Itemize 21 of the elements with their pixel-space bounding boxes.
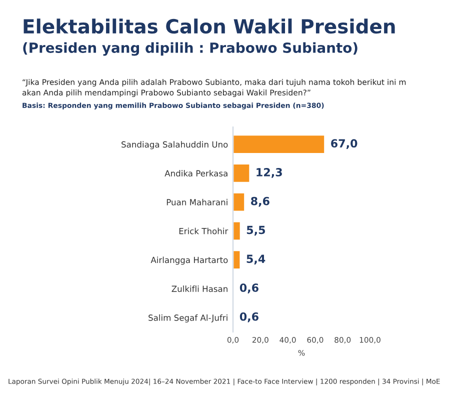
y-tick-label: Puan Maharani [166, 198, 228, 206]
data-label: 5,5 [246, 226, 265, 236]
bar [233, 220, 242, 242]
data-label: 5,4 [246, 254, 266, 264]
data-label: 0,6 [240, 312, 258, 322]
y-tick-label: Sandiaga Salahuddin Uno [122, 141, 228, 150]
y-tick-label: Andika Perkasa [164, 170, 228, 176]
data-label: 0,6 [240, 284, 258, 294]
chart-title: Elektabilitas Calon Wakil Presiden [24, 18, 395, 34]
data-label: 8,6 [251, 196, 270, 207]
bar [233, 163, 251, 184]
y-tick-label: Erick Thohir [179, 228, 228, 234]
data-label: 67,0 [331, 139, 358, 149]
data-label: 12,3 [256, 168, 282, 178]
bar [233, 134, 326, 154]
y-tick-label: Airlangga Hartarto [150, 256, 228, 265]
y-tick-label: Salim Segaf Al-Jufri [148, 314, 228, 322]
bar [233, 250, 242, 270]
y-tick-label: Zulkifli Hasan [172, 286, 228, 292]
chart-subtitle: (Presiden yang dipilih : Prabowo Subianto) [23, 42, 358, 56]
bar [233, 192, 246, 212]
